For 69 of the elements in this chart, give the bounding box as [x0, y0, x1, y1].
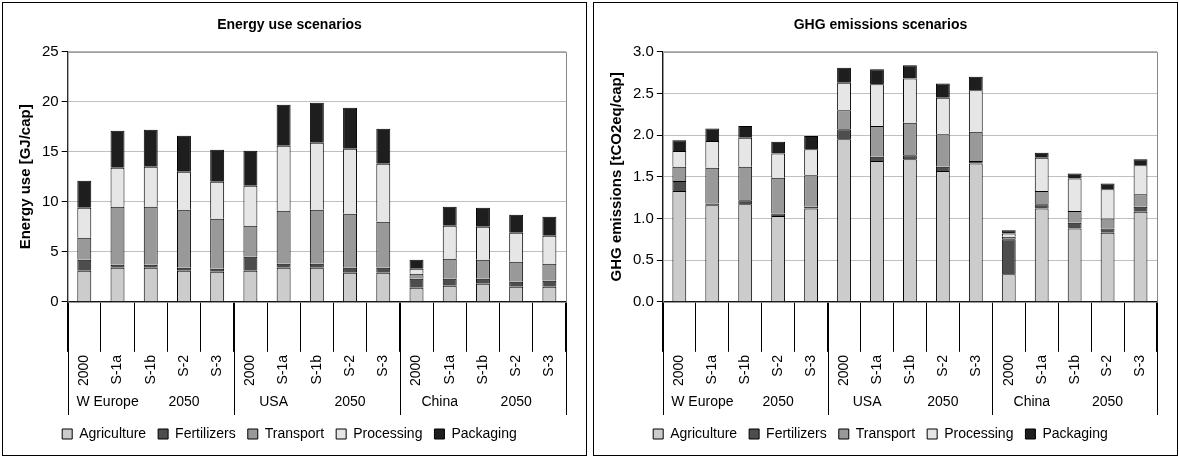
x-tick-label: S-1a: [108, 354, 125, 385]
legend-label: Packaging: [1042, 424, 1108, 441]
chart-title: GHG emissions scenarios: [793, 16, 968, 33]
text: China: [1013, 392, 1051, 409]
x-tick-label: S-1a: [274, 354, 291, 385]
x-tick-label: S-2: [1098, 354, 1115, 377]
x-tick-label: S-1a: [440, 354, 457, 385]
x-tick-label: 2000: [407, 354, 424, 387]
legend-label: Transport: [855, 424, 916, 441]
y-tick-label: 0.0: [632, 292, 654, 309]
text: China: [421, 392, 459, 409]
y-tick-label: 2.5: [632, 83, 654, 101]
legend-label: Fertilizers: [766, 424, 827, 441]
x-tick-label: S-3: [801, 354, 818, 377]
y-axis-title: Energy use [GJ/cap]: [16, 104, 34, 250]
x-tick-label: S-3: [374, 354, 391, 377]
x-tick-label: S-1b: [473, 354, 490, 385]
legend-label: Agriculture: [670, 424, 738, 441]
legend-label: Fertilizers: [175, 424, 236, 441]
text: 2050: [762, 392, 794, 409]
x-tick-label: S-1b: [141, 354, 158, 385]
y-axis-title: GHG emissions [tCO2eq/cap]: [607, 72, 625, 282]
x-tick-label: 2000: [999, 354, 1016, 387]
x-tick-label: 2000: [670, 354, 687, 387]
x-tick-label: S-3: [208, 354, 225, 377]
x-tick-label: S-3: [966, 354, 983, 377]
x-tick-label: S-2: [769, 354, 786, 377]
text: 2050: [168, 392, 200, 409]
chart-title: Energy use scenarios: [217, 16, 363, 33]
legend-label: Agriculture: [79, 424, 147, 441]
legend-label: Transport: [264, 424, 325, 441]
y-tick-label: 20: [42, 91, 59, 109]
y-tick-label: 0: [50, 292, 59, 309]
y-tick-label: 25: [42, 41, 59, 59]
x-tick-label: S-1b: [736, 354, 753, 385]
x-tick-label: S-1a: [867, 354, 884, 385]
x-tick-label: S-1b: [900, 354, 917, 385]
text: W Europe: [671, 392, 734, 409]
text: 2050: [500, 392, 532, 409]
y-tick-label: 1.5: [632, 166, 654, 184]
y-tick-label: 0.5: [632, 250, 654, 268]
x-tick-label: S-3: [1131, 354, 1148, 377]
legend-label: Processing: [353, 424, 423, 441]
x-tick-label: S-2: [933, 354, 950, 377]
y-tick-label: 15: [42, 141, 59, 159]
legend-label: Packaging: [451, 424, 517, 441]
x-tick-label: 2000: [241, 354, 258, 387]
x-tick-label: S-2: [340, 354, 357, 377]
text: 2050: [334, 392, 366, 409]
y-tick-label: 3.0: [632, 41, 654, 59]
x-tick-label: 2000: [75, 354, 92, 387]
text: 2050: [927, 392, 959, 409]
x-tick-label: S-3: [540, 354, 557, 377]
x-tick-label: S-1a: [703, 354, 720, 385]
text: USA: [259, 392, 289, 409]
y-tick-label: 1.0: [632, 208, 654, 226]
y-tick-label: 2.0: [632, 125, 654, 143]
text: USA: [852, 392, 883, 409]
x-tick-label: 2000: [834, 354, 851, 387]
x-tick-label: S-2: [174, 354, 191, 377]
x-tick-label: S-1a: [1032, 354, 1049, 385]
text: 2050: [1092, 392, 1124, 409]
x-tick-label: S-2: [507, 354, 524, 377]
x-tick-label: S-1b: [1065, 354, 1082, 385]
x-tick-label: S-1b: [307, 354, 324, 385]
y-tick-label: 5: [50, 241, 59, 259]
text: W Europe: [76, 392, 139, 409]
legend-label: Processing: [944, 424, 1014, 441]
y-tick-label: 10: [42, 191, 59, 209]
